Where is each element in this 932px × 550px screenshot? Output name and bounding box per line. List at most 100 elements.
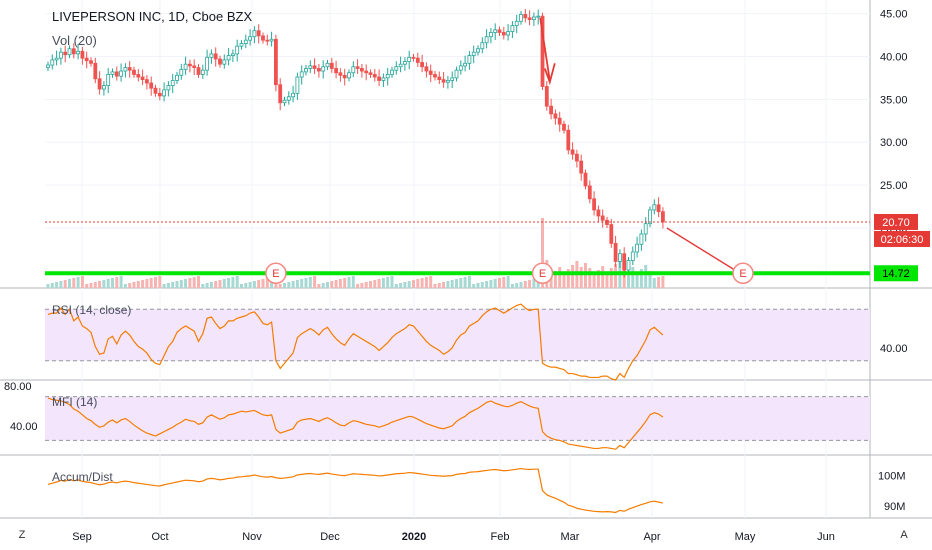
volume-bar xyxy=(171,282,175,288)
candle-body xyxy=(428,70,433,75)
candle-body xyxy=(566,129,571,151)
volume-bar xyxy=(446,281,450,288)
candle-body xyxy=(252,30,257,38)
candle-body xyxy=(471,51,476,56)
volume-bar xyxy=(510,284,514,288)
candle-body xyxy=(243,39,248,44)
mfi-label: MFI (14) xyxy=(52,395,98,409)
candle-body xyxy=(316,68,321,72)
volume-bar xyxy=(55,282,59,288)
candle-body xyxy=(553,113,558,119)
volume-bar xyxy=(317,284,321,288)
volume-bar xyxy=(252,281,256,288)
volume-bar xyxy=(450,280,454,288)
volume-bar xyxy=(136,281,140,288)
mfi-axis-tick: 80.00 xyxy=(4,381,32,393)
candle-body xyxy=(381,77,386,81)
volume-bar xyxy=(493,279,497,288)
volume-bar xyxy=(553,271,557,288)
volume-bar xyxy=(644,265,648,288)
candle-body xyxy=(149,82,154,89)
candle-body xyxy=(295,76,300,94)
candle-body xyxy=(46,64,50,69)
candle-body xyxy=(192,65,197,69)
candle-body xyxy=(261,35,265,41)
volume-bar xyxy=(46,284,50,288)
candle-body xyxy=(321,66,326,72)
volume-bar xyxy=(93,282,97,288)
volume-bar xyxy=(72,278,76,288)
candle-body xyxy=(476,48,480,53)
volume-bar xyxy=(502,277,506,288)
time-axis-tick: Mar xyxy=(561,531,580,543)
candle-body xyxy=(575,153,579,162)
candle-body xyxy=(407,56,412,63)
volume-bar xyxy=(115,277,119,288)
volume-bar xyxy=(584,263,587,288)
volume-bar xyxy=(283,283,286,288)
annotation-arrow xyxy=(539,17,551,81)
candle-body xyxy=(532,16,536,20)
candle-body xyxy=(102,85,106,90)
volume-bar xyxy=(313,276,317,288)
volume-bar xyxy=(429,276,433,288)
candle-body xyxy=(587,185,592,200)
candle-body xyxy=(166,85,171,91)
candle-body xyxy=(351,66,356,74)
volume-bar xyxy=(106,279,110,288)
candle-body xyxy=(562,123,566,131)
volume-bar xyxy=(442,282,446,288)
mfi-band xyxy=(45,396,870,441)
volume-bar xyxy=(412,280,415,288)
volume-bar xyxy=(330,281,334,288)
volume-bar xyxy=(588,268,592,288)
volume-bar xyxy=(433,284,437,288)
candle-body xyxy=(170,80,175,87)
volume-bar xyxy=(614,264,618,288)
candle-body xyxy=(648,209,652,225)
volume-bar xyxy=(420,278,424,288)
candle-body xyxy=(402,61,407,65)
candle-body xyxy=(71,48,76,55)
last-price-tag: 20.70 xyxy=(882,217,910,229)
candle-body xyxy=(433,74,437,78)
candle-body xyxy=(222,59,227,65)
volume-bar xyxy=(334,280,338,288)
candle-body xyxy=(458,65,463,71)
volume-bar xyxy=(68,279,71,288)
volume-bar xyxy=(98,281,102,288)
candle-body xyxy=(626,260,631,271)
price-axis-tick: 25.00 xyxy=(880,180,908,192)
candle-body xyxy=(196,67,201,75)
candle-body xyxy=(248,36,253,41)
candle-body xyxy=(136,74,141,78)
volume-bar xyxy=(63,280,67,288)
volume-bar xyxy=(347,277,351,288)
volume-bar xyxy=(166,283,170,288)
projection-line xyxy=(666,227,741,274)
annotation-arrowhead xyxy=(543,63,556,86)
volume-bar xyxy=(403,282,407,288)
candle-body xyxy=(278,84,283,104)
candle-body xyxy=(144,79,149,84)
volume-bar xyxy=(523,281,527,288)
auto-scale-corner[interactable]: A xyxy=(900,529,908,541)
candle-body xyxy=(265,39,270,42)
volume-bar xyxy=(627,271,630,288)
volume-bar xyxy=(424,277,428,288)
volume-bar xyxy=(596,270,600,288)
volume-bar xyxy=(558,267,562,288)
candle-body xyxy=(213,53,218,60)
last-price-tag-bg xyxy=(874,213,918,230)
volume-bar xyxy=(549,275,553,288)
candle-body xyxy=(415,57,420,63)
volume-bar xyxy=(437,283,441,288)
zoom-corner-left[interactable]: Z xyxy=(18,529,26,541)
candle-body xyxy=(600,215,605,221)
volume-bar xyxy=(601,266,605,288)
candle-body xyxy=(643,223,648,235)
candle-body xyxy=(527,17,532,20)
volume-bar xyxy=(111,278,114,288)
accum-dist-line xyxy=(47,467,664,514)
